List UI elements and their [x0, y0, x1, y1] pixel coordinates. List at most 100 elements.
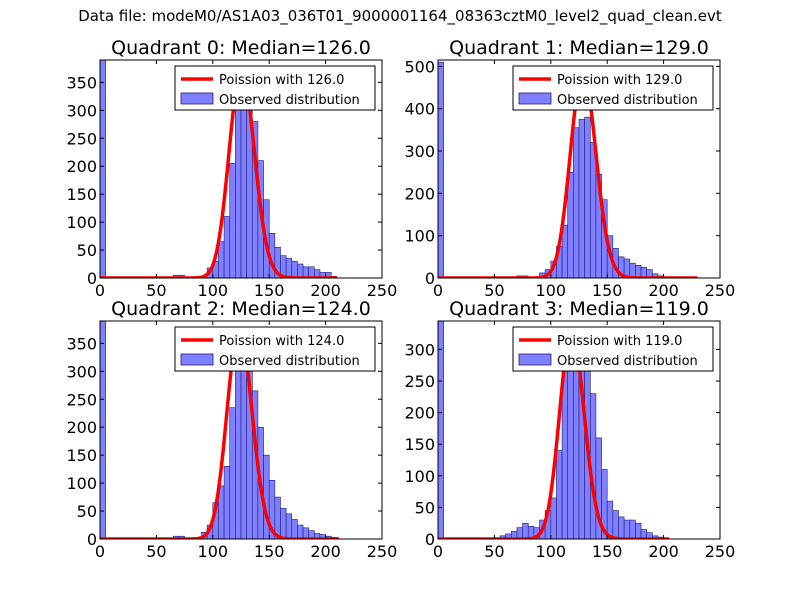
y-tick-label: 100 [404, 227, 435, 246]
y-tick-label: 100 [66, 213, 97, 232]
y-tick-label: 250 [404, 372, 435, 391]
x-tick-label: 200 [310, 281, 341, 300]
axes-frame [437, 320, 721, 540]
histogram-bar [584, 116, 591, 278]
x-tick-label: 0 [433, 542, 443, 561]
y-tick-label: 350 [66, 73, 97, 92]
quadrant-3-plot-area [438, 321, 671, 539]
x-tick-label: 0 [95, 542, 105, 561]
y-tick-label: 350 [66, 334, 97, 353]
y-tick-label: 200 [66, 418, 97, 437]
quadrant-3-plot: 0 50 100 150 200 250 0 50 100 150 200 250 300 Quadran… [404, 298, 735, 561]
histogram-bar [635, 522, 642, 539]
x-tick-label: 100 [536, 281, 567, 300]
y-tick-label: 0 [425, 530, 435, 549]
x-tick-label: 50 [484, 542, 504, 561]
x-tick-label: 100 [198, 542, 229, 561]
histogram-bar [578, 118, 585, 278]
y-tick-label: 300 [404, 340, 435, 359]
legend: Poission with 126.0 Observed distribution [174, 65, 376, 111]
histogram-bar [223, 216, 231, 278]
y-tick-label: 300 [66, 362, 97, 381]
histogram-bar [229, 407, 236, 539]
histogram-bar [573, 349, 580, 539]
histogram-bar [285, 513, 293, 539]
x-tick-label: 200 [310, 542, 341, 561]
histogram-bar [291, 519, 298, 539]
histogram-bar [589, 142, 597, 278]
y-tick-label: 150 [404, 435, 435, 454]
x-tick-label: 150 [592, 542, 623, 561]
legend-entry-observed: Observed distribution [219, 354, 360, 369]
legend-entry-poisson: Poission with 126.0 [219, 73, 344, 88]
y-tick-label: 0 [87, 530, 97, 549]
x-tick-label: 150 [592, 281, 623, 300]
histogram-bar [438, 321, 444, 539]
y-tick-label: 0 [425, 269, 435, 288]
x-tick-label: 100 [198, 281, 229, 300]
histogram-bar [522, 522, 529, 539]
legend-patch-swatch [180, 353, 214, 366]
x-tick-label: 50 [146, 542, 166, 561]
x-tick-label: 200 [648, 281, 679, 300]
legend-entry-poisson: Poission with 129.0 [557, 73, 682, 88]
y-tick-label: 400 [404, 100, 435, 119]
histogram-bar [297, 524, 304, 539]
quadrant-0-plot: 0 50 100 150 200 250 0 50 100 150 200 250 300 350 Quad… [66, 37, 397, 300]
y-tick-label: 150 [66, 185, 97, 204]
y-tick-label: 250 [66, 390, 97, 409]
quadrant-2-plot: 0 50 100 150 200 250 0 50 100 150 200 250 300 350 Quad… [66, 298, 397, 561]
y-tick-label: 50 [77, 241, 97, 260]
y-tick-label: 0 [87, 269, 97, 288]
y-tick-label: 200 [66, 157, 97, 176]
x-tick-label: 250 [705, 281, 736, 300]
legend-entry-observed: Observed distribution [557, 93, 698, 108]
histogram-bar [291, 260, 298, 278]
quadrant-title: Quadrant 3: Median=119.0 [449, 298, 709, 320]
histogram-bar [556, 450, 563, 539]
y-tick-label: 200 [404, 184, 435, 203]
axes-frame [99, 59, 383, 279]
y-tick-label: 250 [66, 129, 97, 148]
histogram-bar [285, 258, 293, 278]
quadrant-title: Quadrant 1: Median=129.0 [449, 37, 709, 59]
x-tick-label: 250 [705, 542, 736, 561]
y-tick-label: 100 [66, 474, 97, 493]
legend-entry-observed: Observed distribution [557, 354, 698, 369]
axes-frame [99, 320, 383, 540]
histogram-bar [297, 263, 304, 278]
histogram-bar [623, 519, 631, 539]
x-tick-label: 100 [536, 542, 567, 561]
histogram-bar [567, 171, 574, 278]
legend: Poission with 119.0 Observed distribution [512, 326, 714, 372]
x-tick-label: 150 [254, 542, 285, 561]
histogram-bar [635, 265, 642, 278]
legend-patch-swatch [518, 92, 552, 105]
histogram-bar [235, 98, 242, 278]
y-tick-label: 500 [404, 57, 435, 76]
x-tick-label: 250 [367, 542, 398, 561]
y-tick-label: 100 [404, 467, 435, 486]
histogram-bar [438, 61, 444, 278]
figure-suptitle: Data file: modeM0/AS1A03_036T01_90000011… [78, 7, 722, 25]
y-tick-label: 50 [77, 502, 97, 521]
histogram-bar [550, 497, 557, 539]
poisson-curve [438, 70, 699, 278]
histogram-bar [629, 262, 636, 278]
histogram-bar [223, 466, 231, 539]
quadrant-title: Quadrant 0: Median=126.0 [111, 37, 371, 59]
x-tick-label: 200 [648, 542, 679, 561]
y-tick-label: 50 [415, 498, 435, 517]
histogram-bar [567, 342, 574, 539]
legend-patch-swatch [180, 92, 214, 105]
y-tick-label: 300 [66, 101, 97, 120]
legend: Poission with 129.0 Observed distribution [512, 65, 714, 111]
y-tick-label: 300 [404, 142, 435, 161]
legend: Poission with 124.0 Observed distribution [174, 326, 376, 372]
legend-patch-swatch [518, 353, 552, 366]
legend-entry-observed: Observed distribution [219, 93, 360, 108]
quadrant-title: Quadrant 2: Median=124.0 [111, 298, 371, 320]
histogram-bar [100, 321, 106, 539]
histogram-bar [235, 359, 242, 539]
